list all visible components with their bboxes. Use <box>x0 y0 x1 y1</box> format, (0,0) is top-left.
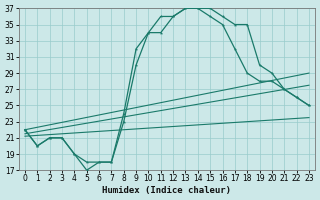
X-axis label: Humidex (Indice chaleur): Humidex (Indice chaleur) <box>102 186 231 195</box>
